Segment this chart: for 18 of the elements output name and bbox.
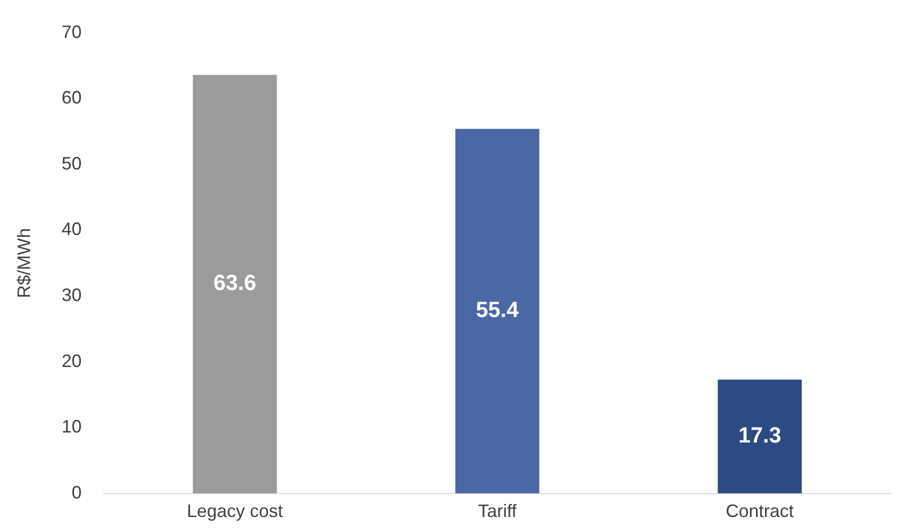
bar	[718, 380, 802, 494]
bar	[192, 74, 277, 494]
y-tick-label: 70	[62, 22, 82, 42]
y-axis-title: R$/MWh	[14, 228, 34, 298]
x-tick-label: Contract	[726, 501, 794, 522]
data-label: 17.3	[738, 422, 782, 448]
bar	[455, 128, 540, 494]
y-tick-label: 10	[62, 416, 82, 437]
y-tick-label: 30	[62, 284, 82, 305]
y-tick-label: 60	[62, 88, 82, 108]
x-tick-label: Tariff	[478, 501, 518, 522]
data-label: 55.4	[476, 297, 520, 322]
y-tick-label: 50	[62, 153, 82, 174]
y-tick-label: 40	[62, 219, 82, 240]
x-tick-label: Legacy cost	[186, 501, 283, 522]
y-tick-label: 0	[72, 482, 82, 502]
data-label: 63.6	[213, 270, 256, 296]
y-tick-label: 20	[62, 350, 82, 371]
